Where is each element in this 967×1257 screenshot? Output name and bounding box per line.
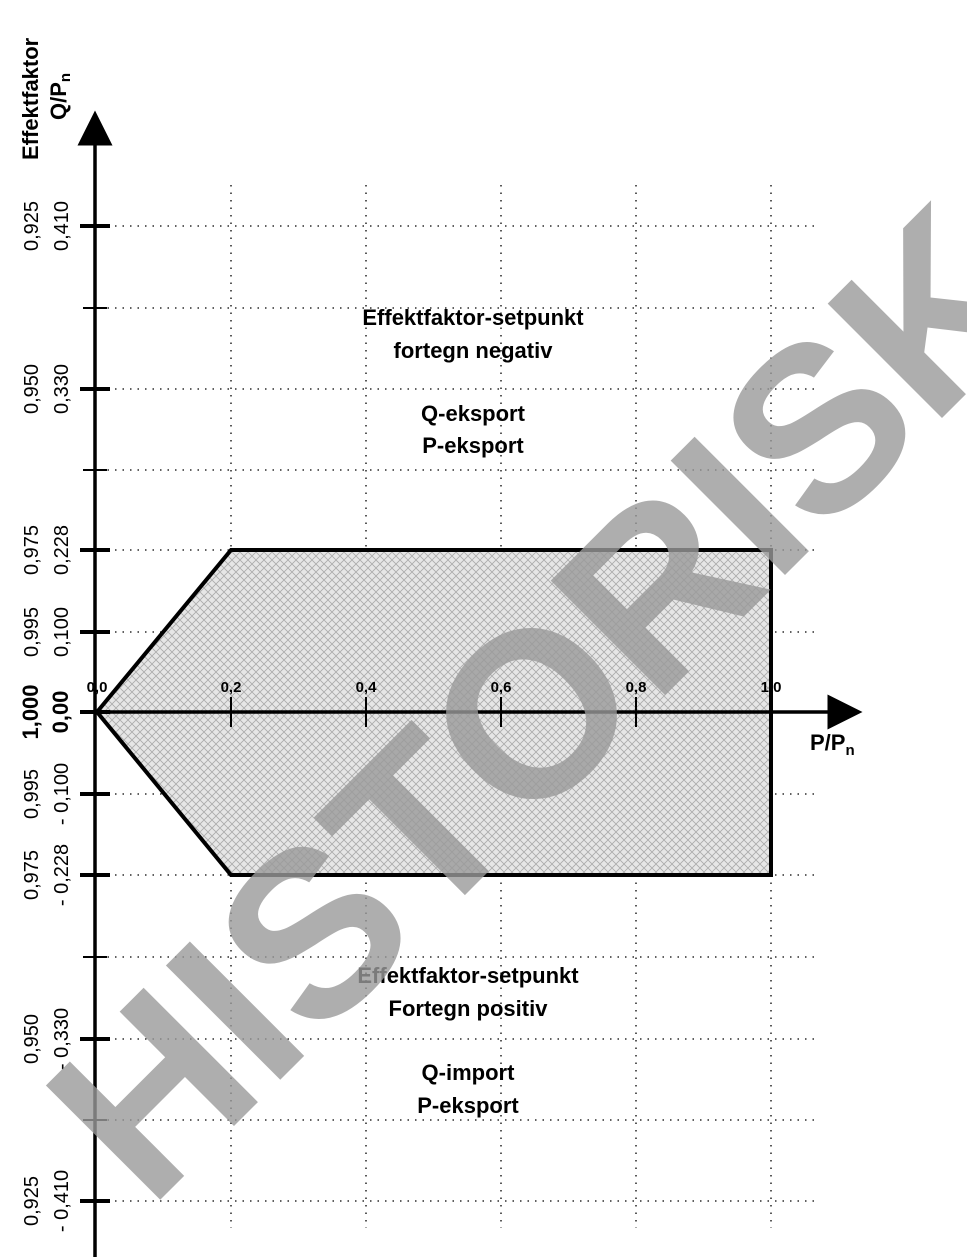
y-tick-q: 0,410 [51,201,73,251]
unit-sub: n [57,73,74,82]
x-tick-label: 0,2 [221,679,242,696]
y-tick-pf: 0,995 [21,769,43,819]
x-tick-label: 0,4 [356,679,378,696]
label: P/P [810,730,845,755]
y-tick-pf: 0,995 [21,607,43,657]
y-tick-pf: 0,975 [21,850,43,900]
y-tick-pf: 0,925 [21,201,43,251]
y-tick-q: - 0,410 [51,1170,73,1232]
x-axis-label: P/Pn [810,730,855,759]
text: Q-import [422,1060,516,1085]
x-tick-label: 0,8 [626,679,647,696]
y-axis-title: Effektfaktor [18,37,43,160]
y-tick-q: 0,100 [51,607,73,657]
unit: Q/P [46,82,71,120]
text: P-eksport [417,1093,519,1118]
text: P-eksport [422,433,524,458]
y-tick-pf: 1,000 [18,684,43,739]
y-tick-q: 0,330 [51,364,73,414]
y-tick-pf: 0,950 [21,1014,43,1064]
label-sub: n [845,742,854,759]
text: Effektfaktor-setpunkt [362,305,584,330]
ticks: 0,0 0,2 0,4 0,6 0,8 1,0 0,925 0,410 0,950 0,330 0,… [18,201,781,1232]
y-tick-q: - 0,100 [51,763,73,825]
text: fortegn negativ [394,338,554,363]
y-tick-pf: 0,950 [21,364,43,414]
grid [100,185,815,1228]
y-tick-q: 0,00 [48,691,73,734]
y-tick-pf: 0,925 [21,1176,43,1226]
text: Effektfaktor-setpunkt [357,963,579,988]
y-tick-q: - 0,228 [51,844,73,906]
x-tick-label: 0,0 [87,679,108,696]
text: Q-eksport [421,401,526,426]
x-tick-label: 0,6 [491,679,512,696]
lower-text: Effektfaktor-setpunkt Fortegn positiv Q-… [357,963,579,1118]
y-tick-q: 0,228 [51,525,73,575]
y-tick-q: - 0,330 [51,1008,73,1070]
upper-text: Effektfaktor-setpunkt fortegn negativ Q-… [362,305,584,458]
y-tick-pf: 0,975 [21,525,43,575]
y-axis-unit: Q/Pn [46,73,74,120]
x-tick-label: 1,0 [761,679,782,696]
text: Fortegn positiv [389,996,549,1021]
